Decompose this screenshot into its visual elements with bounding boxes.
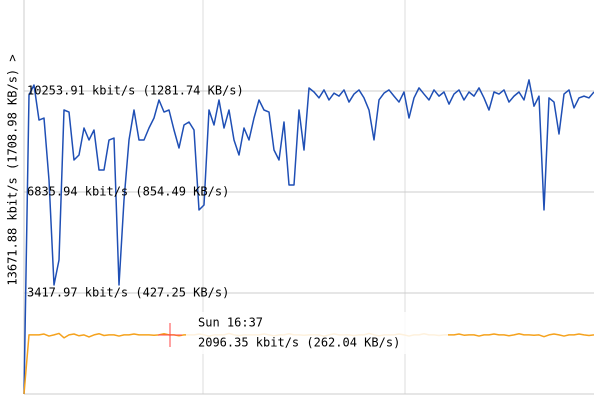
tooltip: Sun 16:37 2096.35 kbit/s (262.04 KB/s) (158, 312, 448, 354)
grid (24, 0, 594, 394)
tooltip-time: Sun 16:37 (198, 316, 263, 330)
tooltip-box (186, 312, 448, 354)
y-axis-label: 13671.88 kbit/s (1708.98 KB/s) > (6, 54, 20, 285)
y-tick-label: 3417.97 kbit/s (427.25 KB/s) (27, 286, 229, 300)
tooltip-value: 2096.35 kbit/s (262.04 KB/s) (198, 336, 400, 350)
series-line (23, 79, 594, 395)
y-tick-label: 10253.91 kbit/s (1281.74 KB/s) (27, 84, 244, 98)
labels: 3417.97 kbit/s (427.25 KB/s) 6835.94 kbit… (27, 84, 244, 300)
y-tick-label: 6835.94 kbit/s (854.49 KB/s) (27, 185, 229, 199)
